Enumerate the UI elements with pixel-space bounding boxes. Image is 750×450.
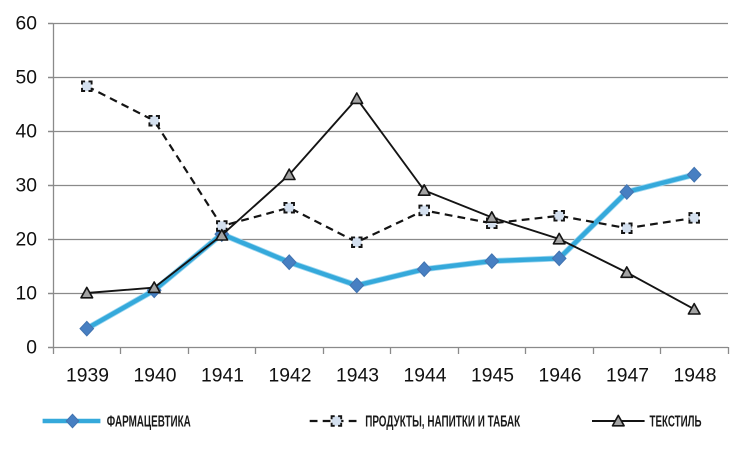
svg-text:1943: 1943 [336, 366, 379, 387]
svg-text:1939: 1939 [66, 366, 109, 387]
svg-text:1942: 1942 [269, 366, 312, 387]
svg-text:30: 30 [16, 176, 37, 197]
svg-text:1946: 1946 [539, 366, 582, 387]
svg-text:1941: 1941 [201, 366, 244, 387]
svg-text:1940: 1940 [134, 366, 177, 387]
svg-text:20: 20 [16, 230, 37, 251]
svg-text:ПРОДУКТЫ, НАПИТКИ И ТАБАК: ПРОДУКТЫ, НАПИТКИ И ТАБАК [365, 413, 520, 430]
svg-text:1948: 1948 [674, 366, 717, 387]
svg-text:50: 50 [16, 68, 37, 89]
svg-text:1947: 1947 [606, 366, 649, 387]
svg-text:1944: 1944 [404, 366, 447, 387]
svg-text:0: 0 [26, 338, 37, 359]
svg-text:1945: 1945 [471, 366, 514, 387]
svg-text:40: 40 [16, 122, 37, 143]
svg-text:ФАРМАЦЕВТИКА: ФАРМАЦЕВТИКА [107, 413, 191, 430]
svg-text:60: 60 [16, 14, 37, 35]
svg-text:10: 10 [16, 284, 37, 305]
svg-text:ТЕКСТИЛЬ: ТЕКСТИЛЬ [650, 413, 702, 430]
